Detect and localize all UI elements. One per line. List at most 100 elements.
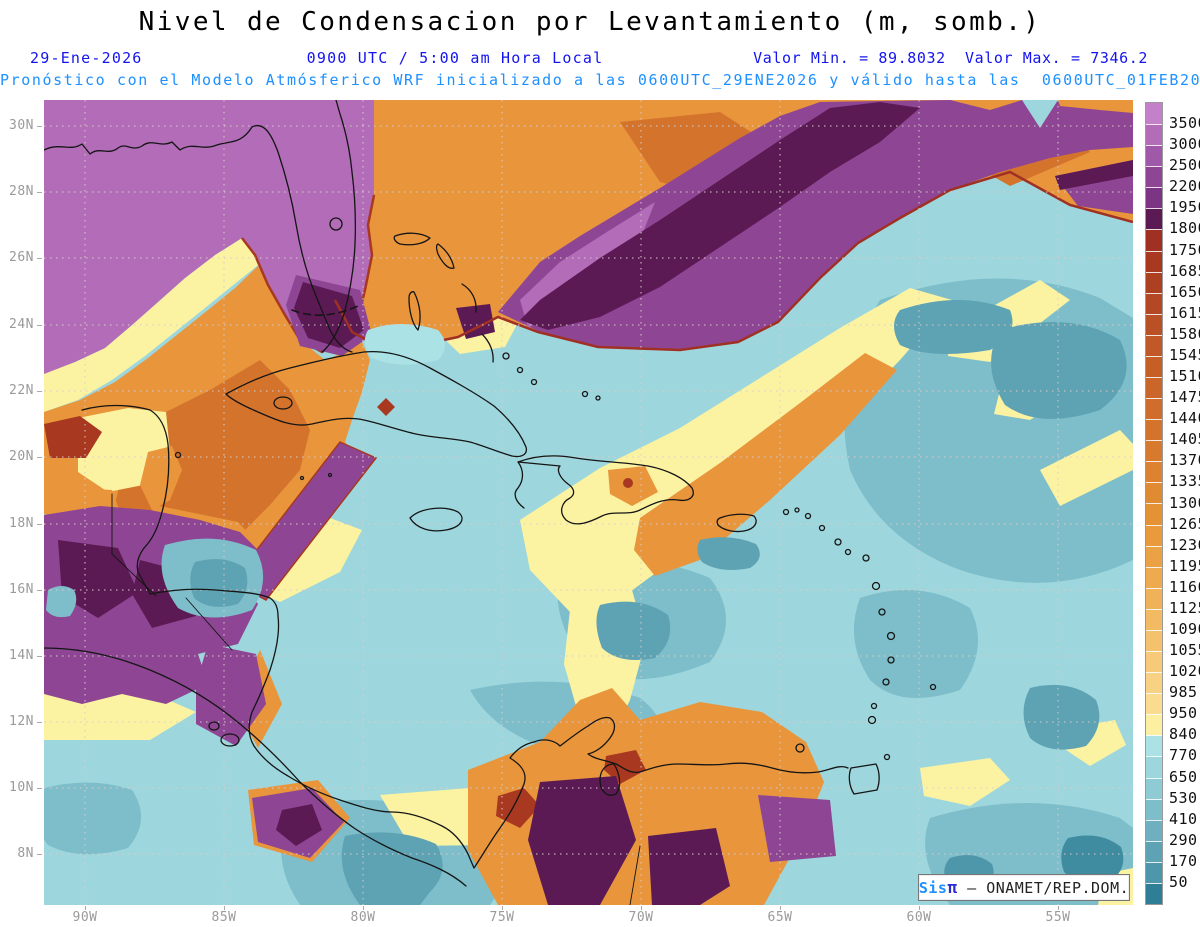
colorbar-segment xyxy=(1146,292,1162,314)
colorbar-value-label: 3500 xyxy=(1169,114,1200,133)
colorbar-value-label: 1020 xyxy=(1169,662,1200,681)
colorbar-value-label: 1370 xyxy=(1169,451,1200,470)
watermark-org: ONAMET/REP.DOM. xyxy=(986,878,1130,897)
lat-tick xyxy=(37,192,42,193)
colorbar-value-label: 1510 xyxy=(1169,367,1200,386)
colorbar-segment xyxy=(1146,714,1162,736)
lon-tick xyxy=(502,906,503,910)
colorbar-value-label: 1475 xyxy=(1169,388,1200,407)
lat-tick xyxy=(37,854,42,855)
map-region-details xyxy=(46,100,1058,618)
colorbar-segment xyxy=(1146,250,1162,272)
colorbar-value-label: 3000 xyxy=(1169,135,1200,154)
colorbar-value-label: 1300 xyxy=(1169,493,1200,512)
lat-tick xyxy=(37,258,42,259)
lon-label: 80W xyxy=(350,910,376,925)
colorbar-segment xyxy=(1146,398,1162,420)
colorbar xyxy=(1145,102,1163,905)
lon-label: 60W xyxy=(906,910,932,925)
lat-tick xyxy=(37,126,42,127)
colorbar-segment xyxy=(1146,693,1162,715)
lon-label: 55W xyxy=(1045,910,1071,925)
lon-tick xyxy=(224,906,225,910)
lat-tick xyxy=(37,391,42,392)
lat-label: 28N xyxy=(9,184,34,199)
coastlines xyxy=(44,100,937,905)
lat-label: 16N xyxy=(9,582,34,597)
lat-label: 12N xyxy=(9,714,34,729)
colorbar-segment xyxy=(1146,545,1162,567)
lat-tick xyxy=(37,590,42,591)
colorbar-value-label: 1650 xyxy=(1169,282,1200,301)
lat-label: 8N xyxy=(17,846,34,861)
colorbar-value-label: 290 xyxy=(1169,830,1198,849)
colorbar-segment xyxy=(1146,798,1162,820)
colorbar-segment xyxy=(1146,672,1162,694)
lat-label: 14N xyxy=(9,648,34,663)
colorbar-segment xyxy=(1146,313,1162,335)
colorbar-value-label: 1335 xyxy=(1169,472,1200,491)
lat-tick xyxy=(37,325,42,326)
lon-tick xyxy=(85,906,86,910)
colorbar-segment xyxy=(1146,482,1162,504)
lon-tick xyxy=(363,906,364,910)
colorbar-segment xyxy=(1146,271,1162,293)
lat-label: 24N xyxy=(9,317,34,332)
lon-label: 90W xyxy=(72,910,98,925)
valid-time: 0900 UTC / 5:00 am Hora Local xyxy=(306,49,604,67)
colorbar-value-label: 1545 xyxy=(1169,345,1200,364)
colorbar-segment xyxy=(1146,566,1162,588)
colorbar-segment xyxy=(1146,629,1162,652)
colorbar-segment xyxy=(1146,608,1162,630)
colorbar-value-label: 50 xyxy=(1169,872,1189,891)
colorbar-segment xyxy=(1146,124,1162,146)
colorbar-value-label: 1440 xyxy=(1169,409,1200,428)
colorbar-segment xyxy=(1146,419,1162,441)
lon-label: 65W xyxy=(767,910,793,925)
lon-label: 70W xyxy=(628,910,654,925)
lon-tick xyxy=(1058,906,1059,910)
colorbar-value-label: 1195 xyxy=(1169,556,1200,575)
colorbar-value-label: 1055 xyxy=(1169,641,1200,660)
colorbar-value-label: 1750 xyxy=(1169,240,1200,259)
lat-tick xyxy=(37,524,42,525)
lat-tick xyxy=(37,788,42,789)
colorbar-segment xyxy=(1146,587,1162,609)
colorbar-value-label: 985 xyxy=(1169,683,1198,702)
colorbar-value-label: 1230 xyxy=(1169,535,1200,554)
colorbar-value-label: 530 xyxy=(1169,788,1198,807)
colorbar-segment xyxy=(1146,524,1162,546)
lat-label: 18N xyxy=(9,516,34,531)
pi-symbol: π xyxy=(947,878,958,897)
colorbar-segment xyxy=(1146,355,1162,378)
map-canvas xyxy=(44,100,1133,905)
colorbar-value-label: 1580 xyxy=(1169,324,1200,343)
colorbar-value-label: 1090 xyxy=(1169,619,1200,638)
colorbar-value-label: 1615 xyxy=(1169,303,1200,322)
lat-tick xyxy=(37,656,42,657)
colorbar-value-label: 1685 xyxy=(1169,261,1200,280)
colorbar-value-label: 1160 xyxy=(1169,577,1200,596)
colorbar-value-label: 170 xyxy=(1169,851,1198,870)
lat-tick xyxy=(37,457,42,458)
colorbar-segment xyxy=(1146,503,1162,525)
page-title: Nivel de Condensacion por Levantamiento … xyxy=(138,7,1042,37)
colorbar-value-label: 1125 xyxy=(1169,598,1200,617)
lon-tick xyxy=(919,906,920,910)
colorbar-segment xyxy=(1146,208,1162,230)
lon-tick xyxy=(641,906,642,910)
sispi-logo-text: Sis xyxy=(918,878,948,897)
colorbar-segment xyxy=(1146,103,1162,125)
colorbar-segment xyxy=(1146,229,1162,251)
colorbar-segment xyxy=(1146,377,1162,399)
colorbar-value-label: 2500 xyxy=(1169,156,1200,175)
colorbar-value-label: 2200 xyxy=(1169,177,1200,196)
watermark-badge: Sis π – ONAMET/REP.DOM. xyxy=(918,874,1130,901)
colorbar-segment xyxy=(1146,735,1162,757)
colorbar-value-label: 770 xyxy=(1169,746,1198,765)
colorbar-segment xyxy=(1146,756,1162,778)
colorbar-value-label: 1950 xyxy=(1169,198,1200,217)
colorbar-value-label: 410 xyxy=(1169,809,1198,828)
lat-label: 20N xyxy=(9,449,34,464)
